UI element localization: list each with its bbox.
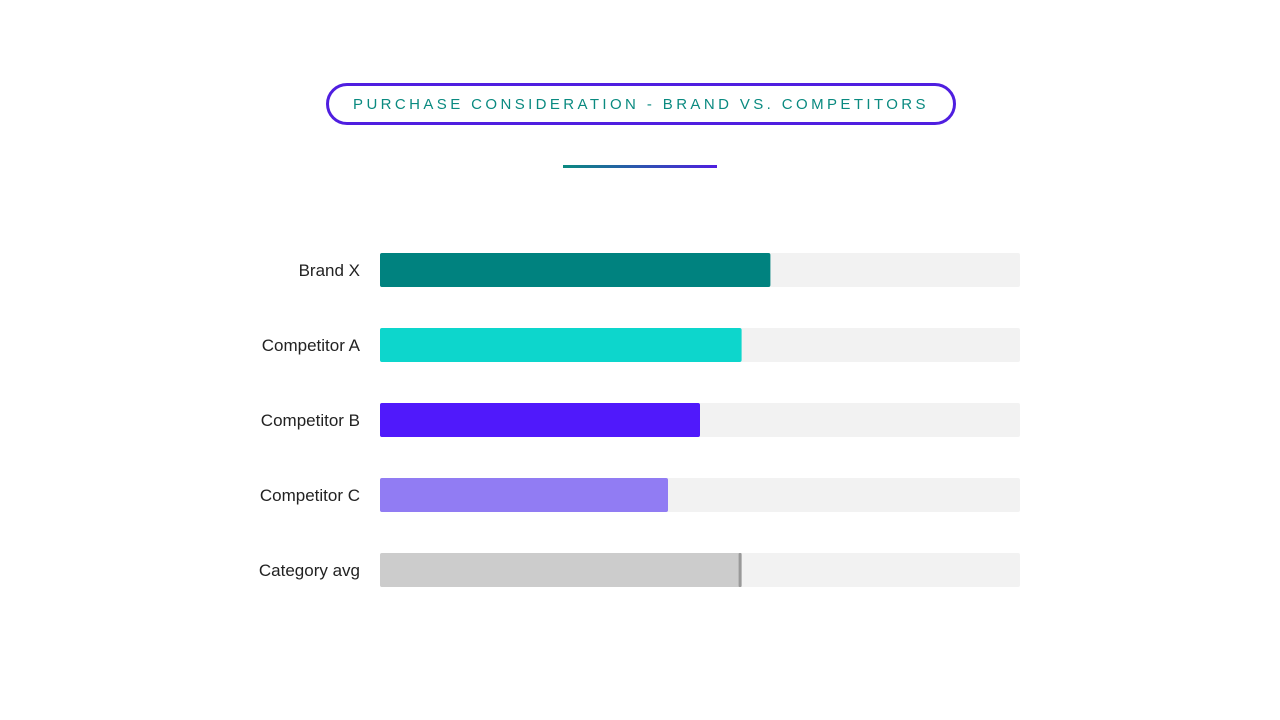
bar-brand-x: [380, 253, 771, 287]
bar-competitor-a: [380, 328, 742, 362]
chart-title: PURCHASE CONSIDERATION - BRAND VS. COMPE…: [353, 95, 929, 113]
bar-competitor-c: [380, 478, 668, 512]
average-marker: [738, 553, 742, 587]
bar-competitor-b: [380, 403, 700, 437]
category-label-competitor-c: Competitor C: [260, 486, 360, 505]
bar-category-avg: [380, 553, 742, 587]
chart-title-pill: PURCHASE CONSIDERATION - BRAND VS. COMPE…: [326, 83, 956, 125]
category-label-category-avg: Category avg: [259, 561, 360, 580]
title-divider: [563, 165, 717, 168]
category-label-competitor-a: Competitor A: [262, 336, 361, 355]
category-label-competitor-b: Competitor B: [261, 411, 360, 430]
category-label-brand-x: Brand X: [299, 261, 360, 280]
